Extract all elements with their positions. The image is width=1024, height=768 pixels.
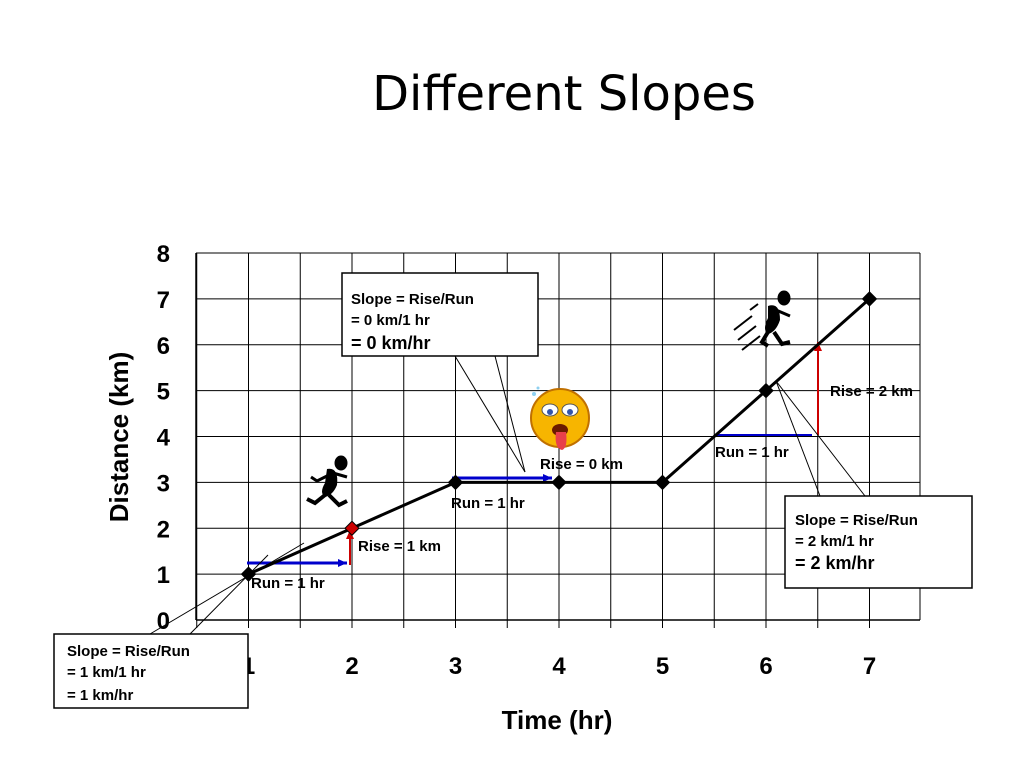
rise-label-1: Rise = 1 km	[358, 538, 441, 555]
x-tick-label: 4	[552, 653, 566, 680]
data-point	[758, 382, 774, 399]
data-point	[344, 520, 360, 536]
callout-2-line2: = 0 km/1 hr	[351, 312, 430, 329]
callout-slope-2: Slope = Rise/Run = 0 km/1 hr = 0 km/hr	[341, 272, 539, 473]
callout-slope-1: Slope = Rise/Run = 1 km/1 hr = 1 km/hr	[53, 542, 305, 709]
x-tick-label: 6	[759, 653, 772, 680]
callout-3-line2: = 2 km/1 hr	[795, 533, 874, 550]
run-label-2: Run = 1 hr	[451, 495, 525, 512]
callout-2-line3: = 0 km/hr	[351, 333, 431, 353]
y-tick-label: 6	[157, 333, 170, 360]
y-tick-label: 2	[157, 516, 170, 543]
callout-3-line3: = 2 km/hr	[795, 553, 875, 573]
callout-1-line2: = 1 km/1 hr	[67, 664, 146, 681]
y-tick-label: 1	[157, 562, 170, 589]
y-tick-label: 0	[157, 608, 170, 635]
rise-label-3: Rise = 2 km	[830, 383, 913, 400]
rise-label-2: Rise = 0 km	[540, 456, 623, 473]
runner-icon	[306, 455, 348, 508]
x-tick-label: 7	[863, 653, 876, 680]
run-label-3: Run = 1 hr	[715, 444, 789, 461]
callout-2-line1: Slope = Rise/Run	[351, 291, 474, 308]
data-point	[551, 474, 567, 491]
data-point	[654, 474, 671, 491]
y-tick-label: 3	[157, 470, 170, 497]
y-axis-title: Distance (km)	[104, 352, 134, 523]
y-tick-label: 4	[157, 425, 171, 452]
x-axis-title: Time (hr)	[502, 705, 613, 735]
y-tick-label: 8	[157, 241, 170, 268]
x-tick-label: 5	[656, 653, 669, 680]
slide-title: Different Slopes	[372, 66, 756, 122]
data-point	[861, 291, 878, 307]
chart-ticks: 0123456781234567	[157, 241, 877, 680]
x-tick-label: 3	[449, 653, 462, 680]
chart-grid	[195, 252, 921, 628]
data-point	[447, 474, 464, 491]
x-tick-label: 2	[345, 653, 358, 680]
y-tick-label: 5	[157, 379, 170, 406]
y-tick-label: 7	[157, 287, 170, 314]
exhausted-face-icon	[530, 386, 590, 450]
callout-3-line1: Slope = Rise/Run	[795, 512, 918, 529]
sprinter-icon	[733, 290, 791, 351]
callout-slope-3: Slope = Rise/Run = 2 km/1 hr = 2 km/hr	[775, 380, 973, 589]
callout-1-line1: Slope = Rise/Run	[67, 643, 190, 660]
callout-1-line3: = 1 km/hr	[67, 687, 133, 704]
run-label-1: Run = 1 hr	[251, 575, 325, 592]
